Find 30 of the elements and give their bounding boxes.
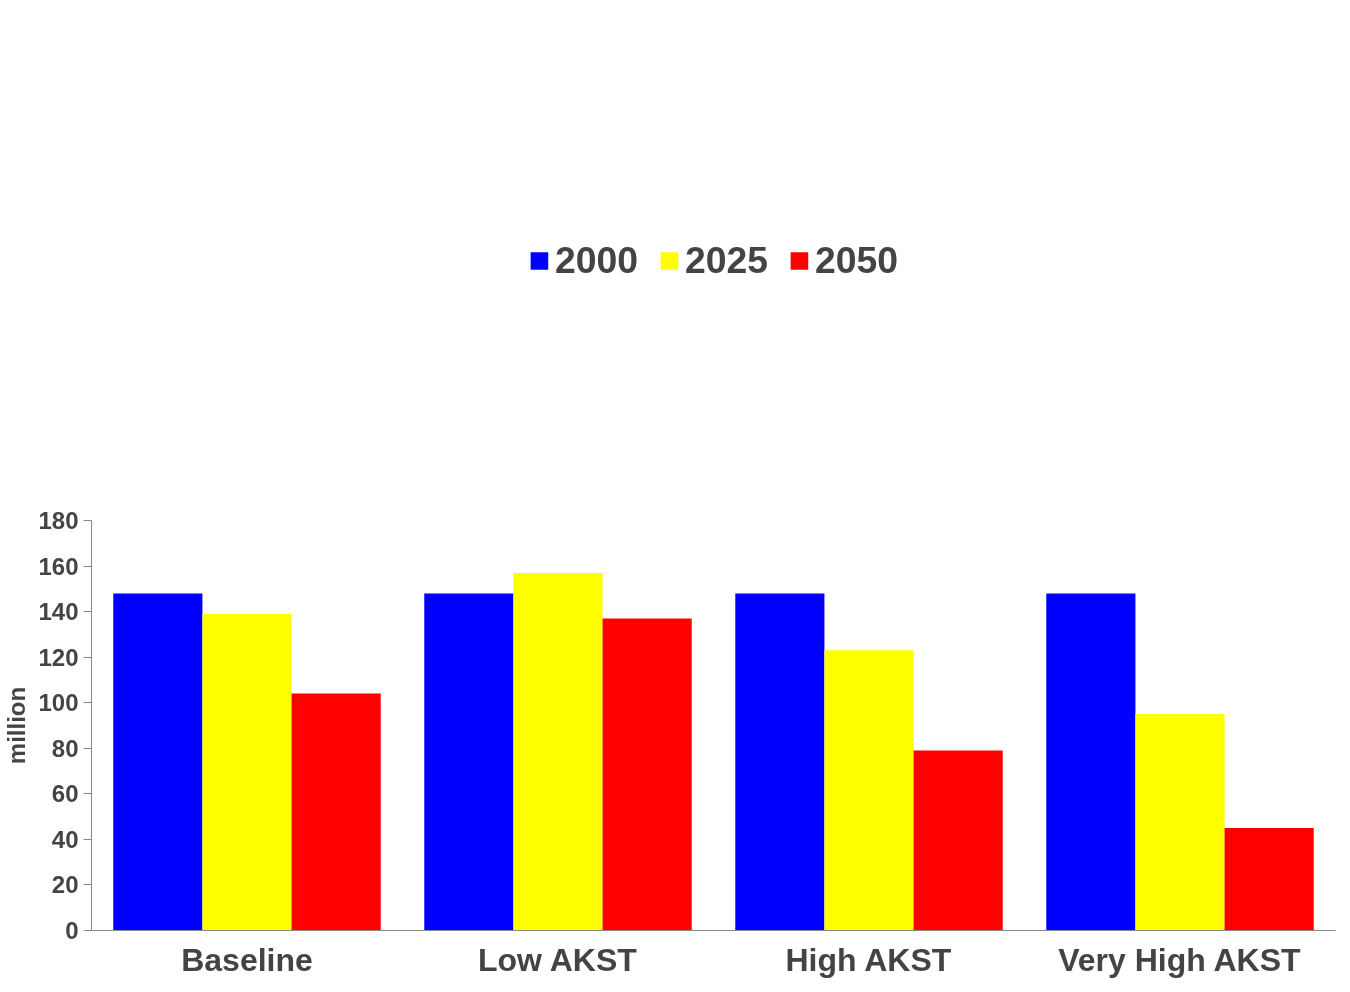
y-tick-label: 160	[38, 552, 79, 580]
bar	[291, 693, 381, 931]
y-axis-title: million	[3, 686, 31, 765]
y-tick-label: 60	[51, 780, 79, 808]
bar	[202, 613, 292, 931]
bar	[113, 593, 203, 931]
x-tick-label: Low AKST	[478, 941, 638, 978]
y-tick-label: 100	[38, 689, 79, 717]
legend-label: 2050	[815, 238, 899, 282]
y-tick-label: 140	[38, 598, 79, 626]
y-tick-label: 120	[38, 643, 79, 671]
y-tick-label: 20	[51, 871, 79, 899]
y-tick-label: 80	[51, 734, 79, 762]
x-tick-label: Very High AKST	[1058, 941, 1302, 978]
x-tick-label: High AKST	[785, 941, 952, 978]
bar	[1135, 714, 1225, 931]
bar	[513, 572, 603, 931]
bar	[424, 593, 514, 931]
bar	[602, 618, 692, 931]
bar	[735, 593, 825, 931]
legend-label: 2025	[684, 238, 769, 282]
y-tick-label: 180	[38, 507, 79, 534]
bar	[1046, 593, 1136, 931]
y-tick-label: 0	[65, 917, 79, 944]
legend-label: 2000	[554, 238, 638, 282]
y-tick-label: 40	[51, 825, 79, 853]
bar	[824, 650, 914, 931]
x-tick-label: Baseline	[181, 941, 313, 978]
bar	[1224, 828, 1314, 931]
bar	[913, 750, 1003, 931]
